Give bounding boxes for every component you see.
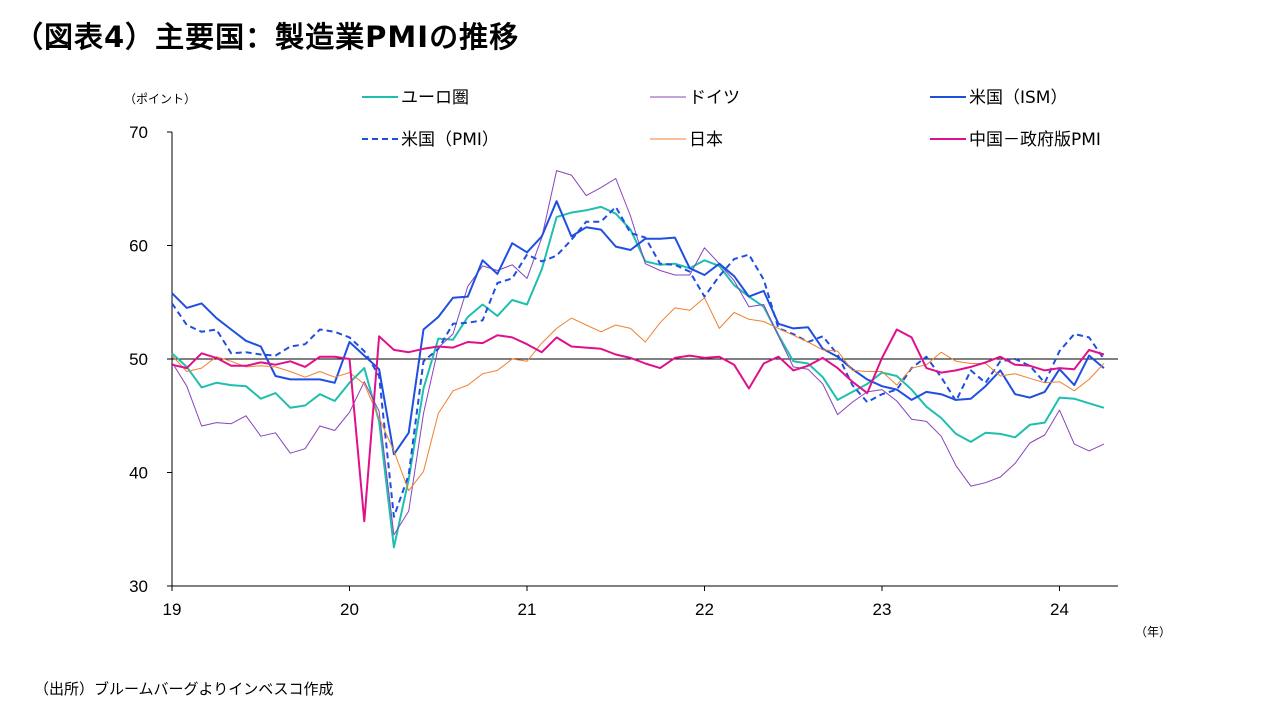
x-tick-label: 22 (695, 600, 714, 619)
y-tick-label: 50 (129, 350, 148, 369)
legend-label-1: ユーロ圏 (401, 88, 469, 108)
source-note: （出所）ブルームバーグよりインベスコ作成 (34, 680, 334, 698)
series-line-1 (171, 205, 1105, 549)
series-line-3 (171, 200, 1105, 456)
y-tick-label: 70 (129, 123, 148, 142)
legend-label-3: 米国（ISM） (969, 88, 1067, 108)
y-tick-label: 40 (129, 464, 148, 483)
series-line-6 (171, 328, 1105, 523)
series-line-5 (171, 297, 1105, 492)
x-tick-label: 19 (163, 600, 182, 619)
x-tick-label: 24 (1050, 600, 1069, 619)
series-line-2 (171, 170, 1105, 536)
axes: 30 40 50 60 70 （ポイント） 19 20 21 22 23 24 （年） (124, 92, 1171, 639)
x-tick-label: 21 (518, 600, 537, 619)
legend: ユーロ圏 ドイツ 米国（ISM） 米国（PMI） 日本 中国－政府版PMI (362, 88, 1101, 150)
y-axis-unit: （ポイント） (124, 92, 196, 106)
legend-label-6: 中国－政府版PMI (969, 130, 1101, 150)
legend-label-5: 日本 (689, 130, 723, 150)
y-tick-label: 30 (129, 577, 148, 596)
y-tick-label: 60 (129, 237, 148, 256)
plot-area (171, 170, 1118, 549)
legend-label-4: 米国（PMI） (401, 130, 499, 150)
series-line-4 (171, 205, 1105, 518)
x-tick-label: 20 (340, 600, 359, 619)
x-axis-unit: （年） (1135, 625, 1171, 639)
chart-title: （図表4）主要国：製造業PMIの推移 (14, 20, 520, 54)
x-tick-label: 23 (873, 600, 892, 619)
legend-label-2: ドイツ (689, 88, 740, 108)
